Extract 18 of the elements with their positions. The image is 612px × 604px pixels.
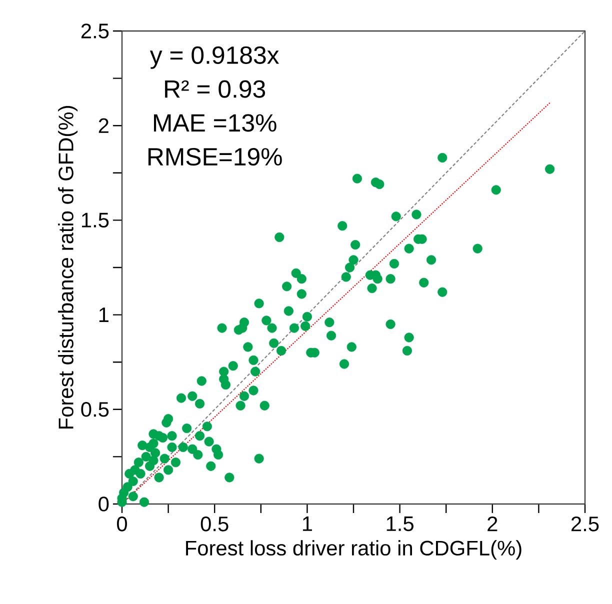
x-tick-label: 0.5 [200, 516, 228, 532]
y-tick-label: 0.5 [81, 402, 109, 417]
annotation: MAE =13% [154, 114, 276, 132]
annotation: RMSE=19% [148, 148, 282, 166]
y-tick-label: 2 [98, 118, 108, 133]
x-tick-label: 2 [488, 516, 498, 532]
x-tick-label: 1.5 [386, 516, 414, 532]
y-tick-label: 2.5 [81, 24, 109, 38]
x-tick-label: 2.5 [572, 516, 599, 532]
x-tick-label: 0 [116, 516, 127, 532]
y-tick-label: 0 [98, 496, 109, 512]
y-tick-label: 1.5 [82, 212, 109, 228]
y-tick-label: 1 [99, 308, 108, 322]
annotation: R² = 0.93 [165, 80, 266, 98]
x-tick-label: 1 [302, 516, 312, 531]
x-axis-title: Forest loss driver ratio in CDGFL(%) [186, 540, 522, 560]
y-axis-title: Forest disturbance ratio of GFD(%) [58, 106, 78, 429]
annotation: y = 0.9183x [150, 46, 280, 69]
